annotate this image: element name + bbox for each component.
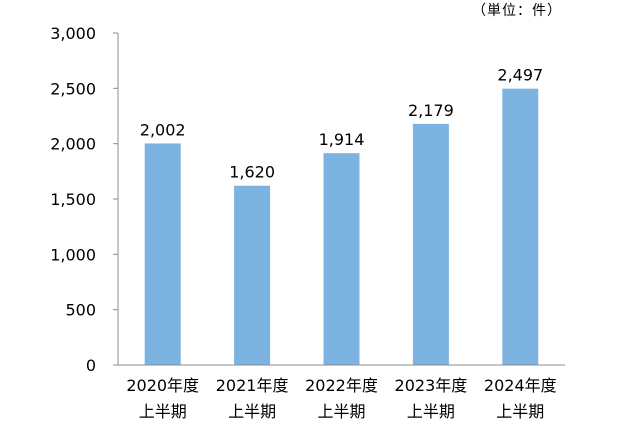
x-tick-label: 2022年度 bbox=[305, 376, 378, 395]
y-tick-label: 1,000 bbox=[50, 245, 96, 264]
bar bbox=[234, 185, 271, 365]
x-tick-label: 上半期 bbox=[228, 402, 276, 421]
y-tick-label: 3,000 bbox=[50, 24, 96, 43]
x-tick-label: 2024年度 bbox=[484, 376, 557, 395]
x-tick-label: 上半期 bbox=[407, 402, 455, 421]
y-tick-label: 2,500 bbox=[50, 79, 96, 98]
data-label: 2,002 bbox=[140, 120, 186, 139]
data-label: 1,620 bbox=[229, 163, 275, 182]
bar bbox=[412, 123, 449, 365]
data-label: 1,914 bbox=[319, 130, 365, 149]
x-tick-label: 2021年度 bbox=[216, 376, 289, 395]
unit-label: （単位：件） bbox=[472, 3, 562, 19]
bar bbox=[323, 153, 360, 365]
bar bbox=[144, 143, 181, 365]
y-tick-label: 1,500 bbox=[50, 190, 96, 209]
data-label: 2,497 bbox=[497, 66, 543, 85]
bar bbox=[502, 88, 539, 365]
value-labels: 2,002 1,620 1,914 2,179 2,497 bbox=[140, 66, 543, 182]
data-label: 2,179 bbox=[408, 101, 454, 120]
bars bbox=[144, 88, 539, 365]
x-tick-label: 上半期 bbox=[496, 402, 544, 421]
y-axis: 0 500 1,000 1,500 2,000 2,500 3,000 bbox=[50, 24, 119, 375]
x-tick-label: 2023年度 bbox=[395, 376, 468, 395]
x-tick-label: 上半期 bbox=[139, 402, 187, 421]
y-tick-label: 2,000 bbox=[50, 135, 96, 154]
y-tick-label: 0 bbox=[86, 356, 96, 375]
x-tick-label: 2020年度 bbox=[126, 376, 199, 395]
x-axis: 2020年度上半期2021年度上半期2022年度上半期2023年度上半期2024… bbox=[118, 364, 565, 421]
x-tick-label: 上半期 bbox=[317, 402, 365, 421]
y-tick-label: 500 bbox=[65, 301, 96, 320]
